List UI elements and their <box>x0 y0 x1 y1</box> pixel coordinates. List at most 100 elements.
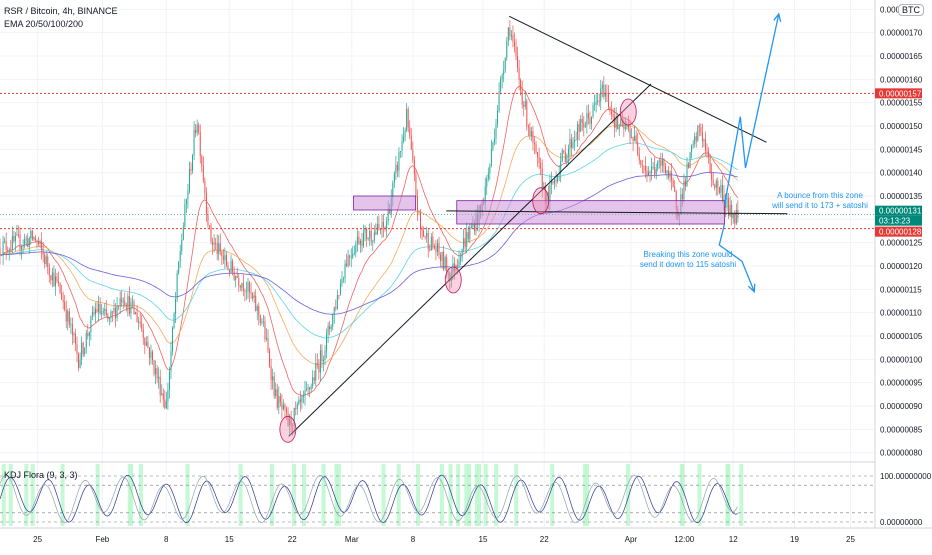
candle-body <box>410 135 412 150</box>
candle-body <box>555 179 557 182</box>
candle-body <box>578 124 580 132</box>
y-tick-label: 0.00000155 <box>880 99 923 108</box>
candle-body <box>350 257 352 258</box>
candle-body <box>586 113 588 126</box>
kdj-signal-band <box>336 464 341 526</box>
candle-body <box>601 84 603 89</box>
candle-body <box>95 308 97 315</box>
candle-body <box>624 126 626 129</box>
candle-body <box>510 35 512 37</box>
candle-body <box>4 240 6 242</box>
x-tick-label: 25 <box>33 535 42 544</box>
candle-body <box>554 179 556 184</box>
candle-body <box>24 238 26 245</box>
candle-body <box>221 251 223 257</box>
candle-body <box>242 283 244 291</box>
candle-body <box>615 116 617 128</box>
candle-body <box>315 363 317 381</box>
candle-body <box>532 131 534 144</box>
candle-body <box>557 174 559 182</box>
candle-body <box>495 124 497 139</box>
candle-body <box>598 100 600 102</box>
candle-body <box>503 69 505 75</box>
candle-body <box>484 186 486 204</box>
candle-body <box>175 298 177 314</box>
candle-body <box>202 166 204 181</box>
candle-body <box>550 181 552 185</box>
candle-body <box>235 276 237 280</box>
candle-body <box>233 271 235 280</box>
candle-body <box>367 237 369 240</box>
x-tick-label: 15 <box>479 535 488 544</box>
candle-body <box>76 343 78 354</box>
candle-body <box>344 263 346 279</box>
candle-body <box>668 170 670 178</box>
candle-body <box>164 399 166 409</box>
kdj-signal-band <box>725 464 730 526</box>
candle-body <box>515 46 517 57</box>
candle-body <box>415 174 417 197</box>
candle-body <box>159 376 161 396</box>
candle-body <box>458 260 460 266</box>
candle-body <box>709 156 711 173</box>
candle-body <box>732 213 734 219</box>
candle-body <box>655 169 657 175</box>
x-tick-label: Apr <box>625 535 638 544</box>
kdj-level-label: 100.00000000 <box>880 472 932 481</box>
candle-body <box>319 350 321 373</box>
highlight-ellipse <box>619 98 637 126</box>
candle-body <box>199 132 201 157</box>
candle-body <box>36 240 38 241</box>
candle-body <box>253 295 255 299</box>
candle-body <box>324 350 326 360</box>
candle-body <box>241 283 243 288</box>
candle-body <box>326 333 328 351</box>
candle-body <box>469 227 471 240</box>
candle-body <box>711 172 713 180</box>
candle-body <box>370 230 372 242</box>
currency-badge[interactable]: BTC <box>898 4 924 16</box>
candle-body <box>51 272 53 281</box>
candle-body <box>258 306 260 316</box>
candle-body <box>604 93 606 97</box>
candle-body <box>247 282 249 292</box>
candle-body <box>133 301 135 315</box>
candle-body <box>446 257 448 274</box>
candle-body <box>580 118 582 132</box>
candle-body <box>704 139 706 151</box>
candle-body <box>512 35 514 42</box>
kdj-signal-band <box>381 464 386 526</box>
candle-body <box>441 251 443 261</box>
kdj-signal-band <box>514 464 519 526</box>
candle-body <box>321 350 323 362</box>
candle-body <box>224 255 226 261</box>
candle-body <box>521 90 523 105</box>
candle-body <box>666 170 668 173</box>
candle-body <box>299 399 301 403</box>
candle-body <box>629 129 631 138</box>
candle-body <box>597 100 599 102</box>
candle-body <box>595 101 597 105</box>
candle-body <box>671 172 673 181</box>
candle-body <box>329 325 331 330</box>
candle-body <box>207 213 209 226</box>
kdj-signal-band <box>1 464 6 526</box>
ema-legend[interactable]: EMA 20/50/100/200 <box>4 19 84 29</box>
candle-body <box>330 326 332 330</box>
kdj-legend[interactable]: KDJ Flora (9, 3, 3) <box>4 470 78 480</box>
candle-body <box>73 333 75 336</box>
candle-body <box>42 249 44 256</box>
symbol-legend[interactable]: RSR / Bitcoin, 4h, BINANCE <box>4 6 118 16</box>
price-tag-countdown: 03:13:23 <box>875 215 922 226</box>
projection-arrowhead <box>747 283 756 294</box>
candle-body <box>661 159 663 166</box>
candle-body <box>298 399 300 405</box>
candle-body <box>683 180 685 199</box>
candle-body <box>84 348 86 355</box>
candle-body <box>341 279 343 284</box>
kdj-signal-band <box>697 464 702 526</box>
candle-body <box>684 180 686 187</box>
candle-body <box>158 376 160 379</box>
candle-body <box>395 164 397 174</box>
